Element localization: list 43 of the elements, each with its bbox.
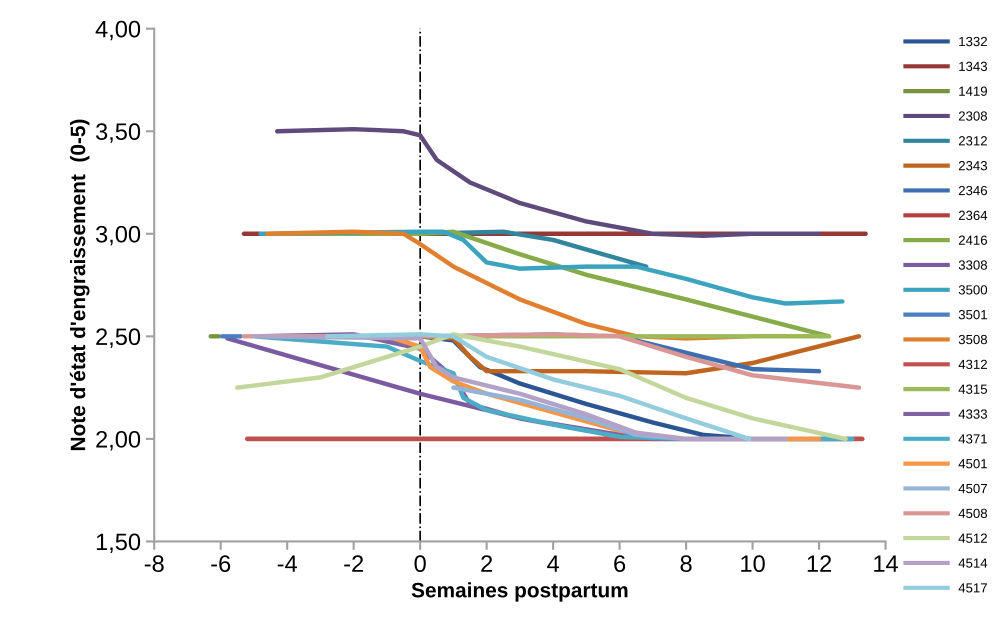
legend-label: 3508 (958, 334, 988, 344)
legend-label: 1332 (959, 36, 987, 46)
legend-label: 3501 (958, 310, 987, 320)
x-tick-label: 0 (414, 555, 426, 572)
legend-label: 2308 (958, 111, 988, 121)
y-tick-label: 2,00 (96, 430, 140, 450)
x-tick-label: 12 (808, 555, 832, 572)
x-tick-label: -4 (278, 556, 297, 572)
legend-label: 2312 (958, 136, 987, 146)
legend-label: 4333 (958, 409, 988, 419)
y-tick-label: 3,00 (96, 226, 140, 246)
x-tick-label: 4 (547, 556, 560, 572)
legend-label: 3308 (958, 260, 988, 270)
x-tick-label: 6 (614, 555, 626, 572)
y-tick-label: 4,00 (96, 20, 140, 40)
legend-label: 4514 (958, 558, 988, 568)
legend-label: 4512 (958, 534, 987, 543)
legend-label: 2346 (958, 186, 988, 196)
legend-label: 4507 (958, 484, 987, 494)
x-axis-title: Semaines postpartum (412, 582, 628, 602)
legend-label: 3500 (958, 285, 988, 295)
x-tick-label: 14 (874, 556, 898, 572)
legend-label: 2343 (958, 161, 988, 170)
legend-label: 1419 (959, 86, 987, 96)
x-tick-label: -6 (211, 555, 230, 572)
legend-label: 2364 (958, 210, 988, 220)
legend-label: 4517 (958, 583, 987, 593)
x-tick-label: 10 (741, 555, 765, 572)
y-axis-title: Note d'état d'engraissement (0-5) (70, 120, 90, 450)
legend-label: 4315 (958, 384, 988, 394)
legend-label: 1343 (959, 62, 988, 72)
legend-label: 4312 (958, 360, 987, 370)
y-tick-label: 3,50 (96, 123, 140, 143)
y-tick-label: 2,50 (96, 328, 140, 348)
x-tick-label: 8 (680, 555, 692, 572)
x-tick-label: -2 (344, 555, 363, 572)
x-tick-label: -8 (144, 555, 164, 572)
x-tick-label: 2 (481, 555, 492, 572)
y-tick-label: 1,50 (96, 534, 140, 554)
legend-label: 4501 (958, 459, 987, 468)
legend-label: 4371 (958, 434, 987, 444)
legend-label: 4508 (958, 508, 988, 518)
legend-label: 2416 (958, 236, 988, 245)
